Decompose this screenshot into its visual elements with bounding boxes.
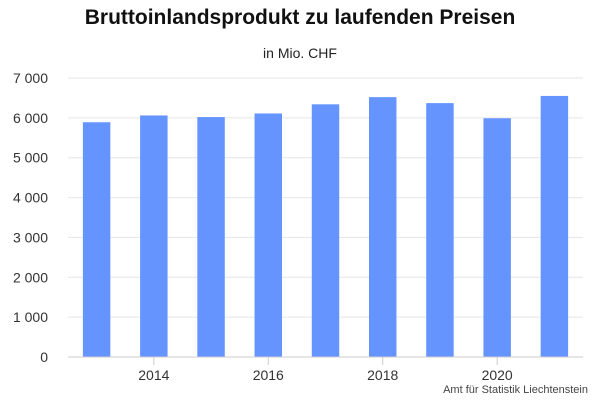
bar [540,95,569,357]
bar [426,103,454,357]
chart-subtitle: in Mio. CHF [263,45,337,61]
x-tick-label: 2016 [253,367,284,383]
y-tick-label: 5 000 [13,150,48,166]
x-axis-ticks: 2014 2016 2018 2020 [138,357,513,383]
bar [368,97,397,357]
x-tick-label: 2020 [482,367,513,383]
bar [254,113,283,357]
bar [82,122,111,358]
y-tick-label: 1 000 [13,309,48,325]
bars [82,95,569,358]
source-credit: Amt für Statistik Liechtenstein [443,384,588,396]
y-axis-ticks: 0 1 000 2 000 3 000 4 000 5 000 6 000 7 000 [13,70,48,365]
bar [140,115,168,357]
chart-title: Bruttoinlandsprodukt zu laufenden Preise… [84,6,516,29]
y-tick-label: 2 000 [13,269,48,285]
y-tick-label: 6 000 [13,110,48,126]
bar [483,118,511,358]
x-tick-label: 2018 [367,367,398,383]
y-tick-label: 4 000 [13,190,48,206]
bar [311,104,340,357]
x-tick-label: 2014 [138,367,169,383]
bar [197,117,225,357]
y-tick-label: 3 000 [13,229,48,245]
y-tick-label: 7 000 [13,70,48,86]
y-tick-label: 0 [40,349,48,365]
